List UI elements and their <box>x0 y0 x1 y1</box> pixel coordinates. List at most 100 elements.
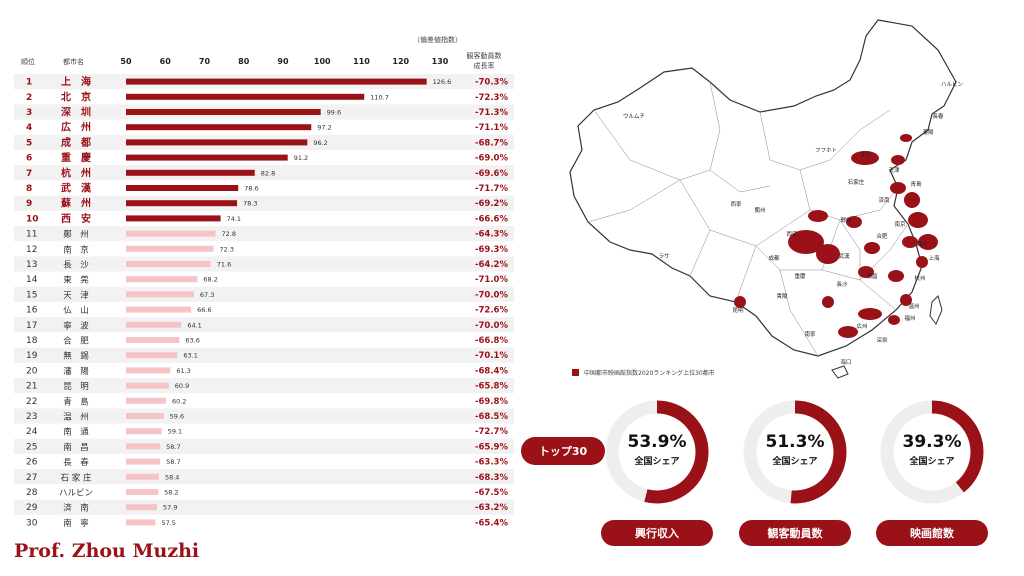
city-label: ハルビン <box>59 489 93 499</box>
city-highlight <box>888 270 904 282</box>
share-value: 53.9% <box>627 432 687 452</box>
map-city-label: 合肥 <box>876 232 888 240</box>
growth-label: -69.6% <box>475 169 508 179</box>
rank-label: 14 <box>26 275 38 285</box>
bar-value-label: 91.2 <box>294 154 308 162</box>
growth-label: -69.3% <box>475 245 508 255</box>
city-label: 温 州 <box>63 412 89 423</box>
legend-swatch <box>572 369 579 376</box>
bar-value-label: 57.9 <box>163 504 177 512</box>
china-map: ハルビン長春瀋陽北京天津石家庄済南青島鄭州西安南京合肥蘇州上海武漢成都重慶長沙南… <box>569 19 963 379</box>
bar-value-label: 60.2 <box>172 397 186 405</box>
top30-pill: トップ30 <box>521 437 605 465</box>
rank-label: 26 <box>26 458 38 468</box>
map-city-label: 北京 <box>860 150 872 158</box>
bar-value-label: 71.6 <box>217 261 231 269</box>
city-label: 蘇 州 <box>60 197 91 210</box>
bar-value-label: 99.6 <box>327 109 341 117</box>
row-stripe <box>14 499 514 515</box>
bar <box>126 169 255 176</box>
author-credit: Prof. Zhou Muzhi <box>14 540 200 562</box>
bar-value-label: 64.1 <box>187 321 201 329</box>
city-label: 長 春 <box>63 457 89 468</box>
x-tick-label: 50 <box>120 57 132 66</box>
x-tick-label: 80 <box>238 57 250 66</box>
growth-label: -68.3% <box>475 473 508 483</box>
header-city: 都市名 <box>63 57 84 66</box>
taiwan-outline <box>929 295 943 325</box>
share-sub: 全国シェア <box>772 457 818 467</box>
rank-label: 23 <box>26 412 37 422</box>
x-tick-label: 130 <box>432 57 449 66</box>
bar <box>126 139 308 146</box>
city-highlight <box>916 256 928 268</box>
rank-label: 25 <box>26 442 37 452</box>
city-highlight <box>838 326 858 338</box>
bar <box>126 489 159 495</box>
rank-label: 3 <box>26 108 32 118</box>
x-tick-label: 110 <box>353 57 370 66</box>
growth-label: -69.2% <box>475 199 508 209</box>
growth-label: -64.3% <box>475 230 508 240</box>
donut-center-label: 53.9% 全国シェア <box>601 432 713 467</box>
row-stripe <box>14 256 514 272</box>
city-label: 杭 州 <box>61 166 91 179</box>
bar-value-label: 78.3 <box>243 200 257 208</box>
map-city-label: 南京 <box>894 220 906 228</box>
city-label: 東 莞 <box>63 275 89 286</box>
bar <box>126 519 156 526</box>
row-stripe <box>14 226 514 242</box>
city-highlight <box>902 236 918 248</box>
growth-label: -64.2% <box>475 260 508 270</box>
share-category-pill: 映画館数 <box>876 520 988 546</box>
city-label: 南 寧 <box>63 518 89 529</box>
share-value: 51.3% <box>765 432 825 452</box>
rank-label: 7 <box>26 169 32 179</box>
bar-value-label: 60.9 <box>175 382 189 390</box>
x-tick-label: 120 <box>392 57 409 66</box>
bar <box>126 245 214 252</box>
rank-label: 5 <box>26 138 32 148</box>
header-growth-line1: 観客動員数 <box>467 51 502 60</box>
growth-label: -71.0% <box>475 275 508 285</box>
share-donut <box>605 400 709 504</box>
city-label: 南 昌 <box>63 442 89 453</box>
bar-value-label: 58.2 <box>164 489 178 497</box>
rank-label: 1 <box>26 78 32 88</box>
city-highlight <box>788 230 824 254</box>
row-stripe <box>14 438 514 454</box>
row-stripe <box>14 469 514 485</box>
map-city-label: 天津 <box>888 167 900 174</box>
rank-label: 18 <box>26 336 38 346</box>
map-city-label: 蘭州 <box>754 206 765 214</box>
share-sub: 全国シェア <box>909 457 955 467</box>
bar <box>126 261 211 267</box>
rank-label: 21 <box>26 382 37 392</box>
map-city-label: 南昌 <box>866 272 877 280</box>
city-highlight <box>900 294 912 306</box>
map-city-label: 南寧 <box>804 330 816 338</box>
growth-label: -68.5% <box>475 412 508 422</box>
city-highlight <box>858 308 882 320</box>
map-city-label: フフホト <box>815 147 837 154</box>
city-label: 鄭 州 <box>63 229 89 240</box>
map-labels: ハルビン長春瀋陽北京天津石家庄済南青島鄭州西安南京合肥蘇州上海武漢成都重慶長沙南… <box>623 80 963 366</box>
x-tick-label: 60 <box>160 57 172 66</box>
growth-label: -70.3% <box>475 78 508 88</box>
map-city-label: ウルムチ <box>623 112 645 120</box>
bar <box>126 352 178 359</box>
bar-value-label: 58.7 <box>166 458 180 466</box>
map-city-label: 蘇州 <box>916 240 927 248</box>
growth-label: -69.0% <box>475 154 508 164</box>
growth-label: -69.8% <box>475 397 508 407</box>
bar <box>126 154 288 161</box>
rank-label: 16 <box>26 306 38 316</box>
growth-label: -71.3% <box>475 108 508 118</box>
city-label: 西 安 <box>61 212 91 225</box>
growth-label: -70.0% <box>475 321 508 331</box>
donut-arc <box>605 400 709 504</box>
bar <box>126 504 158 511</box>
city-highlight <box>891 155 905 165</box>
bar-value-label: 82.8 <box>261 169 275 177</box>
city-label: 仏 山 <box>63 305 89 316</box>
